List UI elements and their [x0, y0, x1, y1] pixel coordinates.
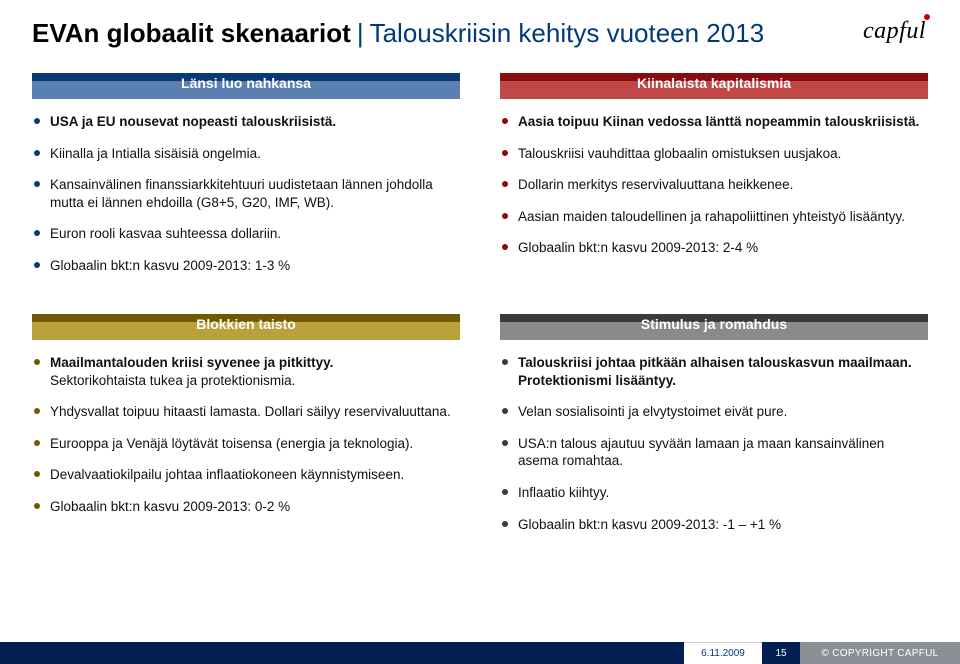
bullet-text: USA:n talous ajautuu syvään lamaan ja ma…	[518, 436, 884, 469]
bullet-text: Euron rooli kasvaa suhteessa dollariin.	[50, 226, 281, 241]
bullet-text: Kansainvälinen finanssiarkkitehtuuri uud…	[50, 177, 433, 210]
bullet-item: Aasian maiden taloudellinen ja rahapolii…	[500, 208, 928, 226]
title-main: EVAn globaalit skenaariot	[32, 18, 351, 48]
quadrant-bottom-left: Blokkien taisto Maailmantalouden kriisi …	[32, 314, 460, 547]
bullet-text: USA ja EU nousevat nopeasti talouskriisi…	[50, 114, 336, 129]
bullet-item: Devalvaatiokilpailu johtaa inflaatiokone…	[32, 466, 460, 484]
bullet-item: Globaalin bkt:n kasvu 2009-2013: 1-3 %	[32, 257, 460, 275]
quad-label: Länsi luo nahkansa	[32, 75, 460, 91]
bullet-text: Aasian maiden taloudellinen ja rahapolii…	[518, 209, 905, 224]
quadrant-top-left: Länsi luo nahkansa USA ja EU nousevat no…	[32, 73, 460, 288]
bullet-item: Talouskriisi vauhdittaa globaalin omistu…	[500, 145, 928, 163]
bullet-text: Globaalin bkt:n kasvu 2009-2013: 2-4 %	[518, 240, 758, 255]
title-sub: Talouskriisin kehitys vuoteen 2013	[370, 18, 765, 48]
logo-text: capful	[863, 18, 926, 44]
bullet-text: Dollarin merkitys reservivaluuttana heik…	[518, 177, 793, 192]
bullet-item: Globaalin bkt:n kasvu 2009-2013: 0-2 %	[32, 498, 460, 516]
quadrant-top-right: Kiinalaista kapitalismia Aasia toipuu Ki…	[500, 73, 928, 288]
slide: capful EVAn globaalit skenaariot|Talousk…	[0, 0, 960, 664]
bullet-item: Globaalin bkt:n kasvu 2009-2013: 2-4 %	[500, 239, 928, 257]
footer-date: 6.11.2009	[684, 642, 762, 664]
bullet-text: Sektorikohtaista tukea ja protektionismi…	[50, 372, 460, 390]
bullet-item: Talouskriisi johtaa pitkään alhaisen tal…	[500, 354, 928, 389]
bullet-text: Globaalin bkt:n kasvu 2009-2013: -1 – +1…	[518, 517, 781, 532]
bullet-item: Globaalin bkt:n kasvu 2009-2013: -1 – +1…	[500, 516, 928, 534]
quadrant-bottom-right: Stimulus ja romahdus Talouskriisi johtaa…	[500, 314, 928, 547]
logo: capful	[863, 14, 930, 45]
quad-label: Blokkien taisto	[32, 316, 460, 332]
bullet-text: Inflaatio kiihtyy.	[518, 485, 609, 500]
bullet-item: Kiinalla ja Intialla sisäisiä ongelmia.	[32, 145, 460, 163]
bullet-text: Eurooppa ja Venäjä löytävät toisensa (en…	[50, 436, 413, 451]
bullet-text: Devalvaatiokilpailu johtaa inflaatiokone…	[50, 467, 404, 482]
bullet-item: Velan sosialisointi ja elvytystoimet eiv…	[500, 403, 928, 421]
bullet-text: Yhdysvallat toipuu hitaasti lamasta. Dol…	[50, 404, 451, 419]
bullet-item: Inflaatio kiihtyy.	[500, 484, 928, 502]
bullet-text: Velan sosialisointi ja elvytystoimet eiv…	[518, 404, 787, 419]
bullet-item: Yhdysvallat toipuu hitaasti lamasta. Dol…	[32, 403, 460, 421]
bullet-text: Kiinalla ja Intialla sisäisiä ongelmia.	[50, 146, 261, 161]
bullet-item: Maailmantalouden kriisi syvenee ja pitki…	[32, 354, 460, 389]
bullet-item: Kansainvälinen finanssiarkkitehtuuri uud…	[32, 176, 460, 211]
footer-bar: 6.11.2009 15 © COPYRIGHT CAPFUL	[0, 642, 960, 664]
bullet-item: Dollarin merkitys reservivaluuttana heik…	[500, 176, 928, 194]
bullet-text: Globaalin bkt:n kasvu 2009-2013: 1-3 %	[50, 258, 290, 273]
footer-copyright: © COPYRIGHT CAPFUL	[800, 642, 960, 664]
footer-page: 15	[762, 642, 800, 664]
bullet-item: USA:n talous ajautuu syvään lamaan ja ma…	[500, 435, 928, 470]
bullet-item: USA ja EU nousevat nopeasti talouskriisi…	[32, 113, 460, 131]
quadrant-grid: Länsi luo nahkansa USA ja EU nousevat no…	[32, 73, 928, 547]
bullet-item: Aasia toipuu Kiinan vedossa länttä nopea…	[500, 113, 928, 131]
bullet-text: Globaalin bkt:n kasvu 2009-2013: 0-2 %	[50, 499, 290, 514]
bullet-item: Eurooppa ja Venäjä löytävät toisensa (en…	[32, 435, 460, 453]
bullet-item: Euron rooli kasvaa suhteessa dollariin.	[32, 225, 460, 243]
bullet-text: Talouskriisi johtaa pitkään alhaisen tal…	[518, 355, 912, 388]
bullet-text: Maailmantalouden kriisi syvenee ja pitki…	[50, 355, 333, 370]
quad-label: Stimulus ja romahdus	[500, 316, 928, 332]
bullet-text: Aasia toipuu Kiinan vedossa länttä nopea…	[518, 114, 919, 129]
bullet-text: Talouskriisi vauhdittaa globaalin omistu…	[518, 146, 841, 161]
slide-title: EVAn globaalit skenaariot|Talouskriisin …	[32, 18, 928, 49]
quad-label: Kiinalaista kapitalismia	[500, 75, 928, 91]
